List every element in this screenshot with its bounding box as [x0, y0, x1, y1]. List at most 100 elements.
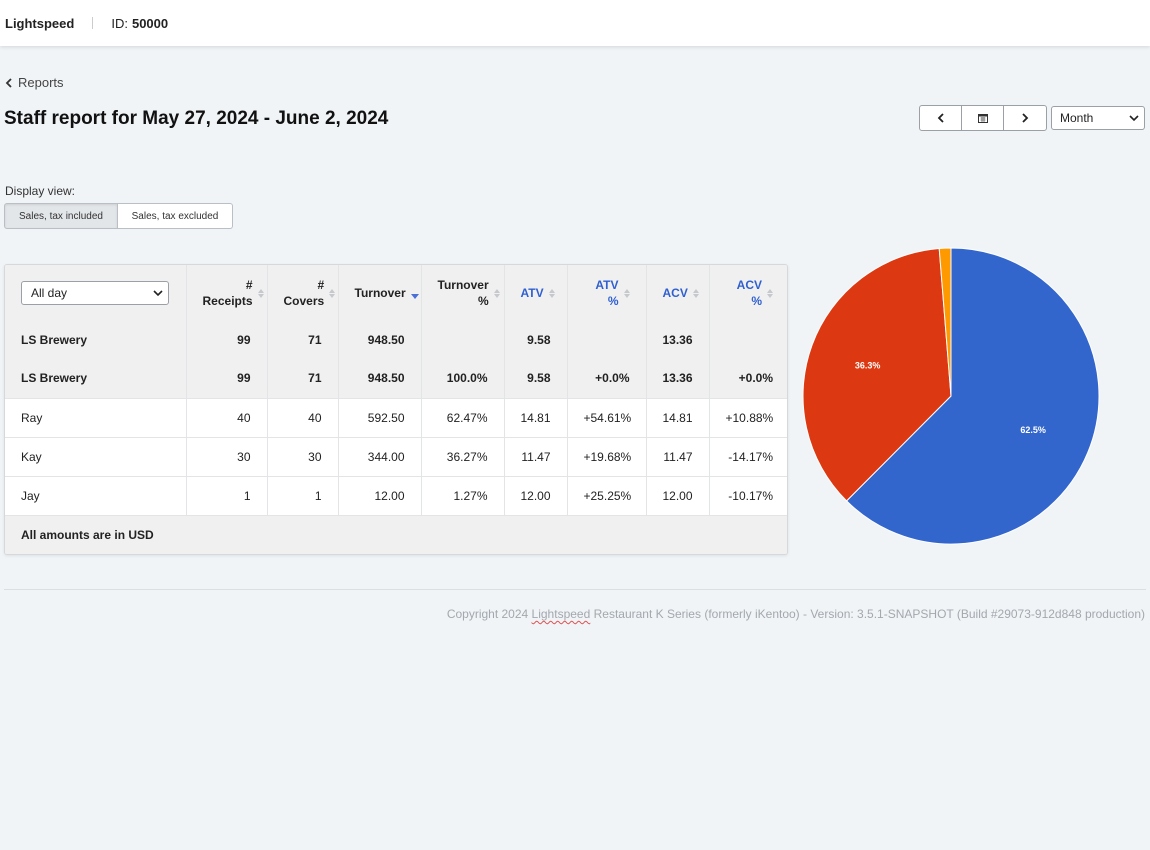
header-turnover-percent[interactable]: Turnover% — [421, 265, 505, 321]
header-atv-percent[interactable]: ATV % — [567, 265, 647, 321]
cell-atv-percent: +25.25% — [567, 476, 647, 516]
row-name: LS Brewery — [5, 359, 187, 399]
header-label: ATV — [520, 286, 544, 300]
header-label-line1: Turnover — [437, 278, 489, 292]
chevron-down-icon — [1129, 114, 1139, 121]
header-acv[interactable]: ACV — [646, 265, 710, 321]
cell-covers: 40 — [267, 398, 339, 438]
calendar-button[interactable] — [962, 106, 1004, 130]
cell-turnover-percent: 100.0% — [421, 359, 505, 399]
cell-turnover: 948.50 — [338, 321, 422, 359]
cell-atv: 9.58 — [504, 321, 568, 359]
calendar-icon — [977, 114, 988, 123]
day-filter-value: All day — [31, 286, 68, 300]
sort-icon — [493, 288, 500, 298]
cell-atv-percent: +54.61% — [567, 398, 647, 438]
day-filter-select[interactable]: All day — [21, 281, 169, 305]
cell-atv-percent: +19.68% — [567, 437, 647, 477]
pie-slice-jay[interactable] — [938, 247, 952, 397]
cell-atv: 14.81 — [504, 398, 568, 438]
cell-acv: 11.47 — [646, 437, 710, 477]
copyright-text: Copyright 2024 Lightspeed Restaurant K S… — [447, 607, 1145, 621]
table-row[interactable]: Ray 40 40 592.50 62.47% 14.81 +54.61% 14… — [5, 398, 787, 438]
brand-name[interactable]: Lightspeed — [5, 15, 75, 31]
sort-icon — [257, 288, 264, 298]
header-atv[interactable]: ATV — [504, 265, 568, 321]
header-label: ACV — [662, 286, 688, 300]
cell-receipts: 99 — [186, 359, 268, 399]
header-label-line1: # — [317, 278, 325, 292]
display-view-toggle: Sales, tax included Sales, tax excluded — [4, 203, 233, 229]
header-turnover[interactable]: Turnover — [338, 265, 422, 321]
cell-covers: 71 — [267, 321, 339, 359]
cell-turnover-percent: 36.27% — [421, 437, 505, 477]
account-id-value: 50000 — [131, 15, 169, 31]
cell-turnover: 592.50 — [338, 398, 422, 438]
currency-note: All amounts are in USD — [5, 515, 787, 554]
sort-icon — [623, 288, 630, 298]
cell-atv: 11.47 — [504, 437, 568, 477]
sort-icon — [329, 288, 336, 298]
date-navigation: Month — [919, 105, 1145, 131]
tax-excluded-option[interactable]: Sales, tax excluded — [118, 203, 233, 229]
table-header-row: All day # Receipts # Covers Turnover Turno… — [5, 265, 787, 321]
back-to-reports-link[interactable]: Reports — [5, 75, 64, 90]
row-name: Ray — [5, 398, 187, 438]
cell-atv: 9.58 — [504, 359, 568, 399]
pie-slice-ray[interactable] — [845, 247, 1100, 545]
table-row[interactable]: Kay 30 30 344.00 36.27% 11.47 +19.68% 11… — [5, 437, 787, 477]
cell-covers: 71 — [267, 359, 339, 399]
divider — [92, 17, 94, 29]
sort-icon — [767, 288, 773, 298]
chevron-down-icon — [153, 289, 163, 296]
row-name: Kay — [5, 437, 187, 477]
cell-receipts: 30 — [186, 437, 268, 477]
cell-atv-percent — [567, 321, 647, 359]
cell-receipts: 99 — [186, 321, 268, 359]
table-row-total: LS Brewery 99 71 948.50 9.58 13.36 — [5, 321, 787, 359]
cell-turnover: 12.00 — [338, 476, 422, 516]
day-filter-cell: All day — [5, 265, 187, 321]
back-label: Reports — [18, 75, 64, 90]
previous-period-button[interactable] — [920, 106, 962, 130]
header-covers[interactable]: # Covers — [267, 265, 339, 321]
header-label: Turnover — [354, 286, 406, 300]
header-label-line1: # — [245, 278, 253, 292]
cell-turnover: 344.00 — [338, 437, 422, 477]
header-label: ACV % — [736, 278, 762, 308]
sort-descending-icon — [410, 293, 419, 299]
cell-acv: 12.00 — [646, 476, 710, 516]
table-footer-row: All amounts are in USD — [5, 515, 787, 554]
header-acv-percent[interactable]: ACV % — [709, 265, 787, 321]
page-title: Staff report for May 27, 2024 - June 2, … — [4, 108, 389, 129]
header-receipts[interactable]: # Receipts — [186, 265, 268, 321]
header-label: ATV % — [595, 278, 619, 308]
copyright-prefix: Copyright 2024 — [446, 607, 532, 621]
table-row-location: LS Brewery 99 71 948.50 100.0% 9.58 +0.0… — [5, 359, 787, 399]
chevron-right-icon — [1022, 113, 1029, 123]
sort-icon — [548, 288, 555, 298]
cell-acv: 13.36 — [646, 321, 710, 359]
header-label-line2: Covers — [283, 294, 325, 308]
tax-included-option[interactable]: Sales, tax included — [4, 203, 118, 229]
next-period-button[interactable] — [1004, 106, 1046, 130]
pie-label-kay: 36.3% — [855, 360, 881, 370]
account-id-label: ID: — [111, 15, 128, 31]
cell-acv-percent — [709, 321, 787, 359]
pie-slice-kay[interactable] — [802, 247, 952, 502]
cell-atv-percent: +0.0% — [567, 359, 647, 399]
chevron-left-icon — [937, 113, 944, 123]
row-name: LS Brewery — [5, 321, 187, 359]
cell-acv: 14.81 — [646, 398, 710, 438]
sort-icon — [692, 288, 699, 298]
period-select[interactable]: Month — [1051, 106, 1145, 130]
table-row[interactable]: Jay 1 1 12.00 1.27% 12.00 +25.25% 12.00 … — [5, 476, 787, 516]
copyright-brand: Lightspeed — [531, 607, 591, 621]
header-label-line2: % — [477, 294, 489, 308]
turnover-pie-chart: 62.5% 36.3% — [802, 247, 1100, 545]
cell-acv-percent: +10.88% — [709, 398, 787, 438]
period-select-value: Month — [1060, 111, 1094, 125]
cell-atv: 12.00 — [504, 476, 568, 516]
cell-acv-percent: -14.17% — [709, 437, 787, 477]
staff-report-table: All day # Receipts # Covers Turnover Turno… — [4, 264, 788, 555]
